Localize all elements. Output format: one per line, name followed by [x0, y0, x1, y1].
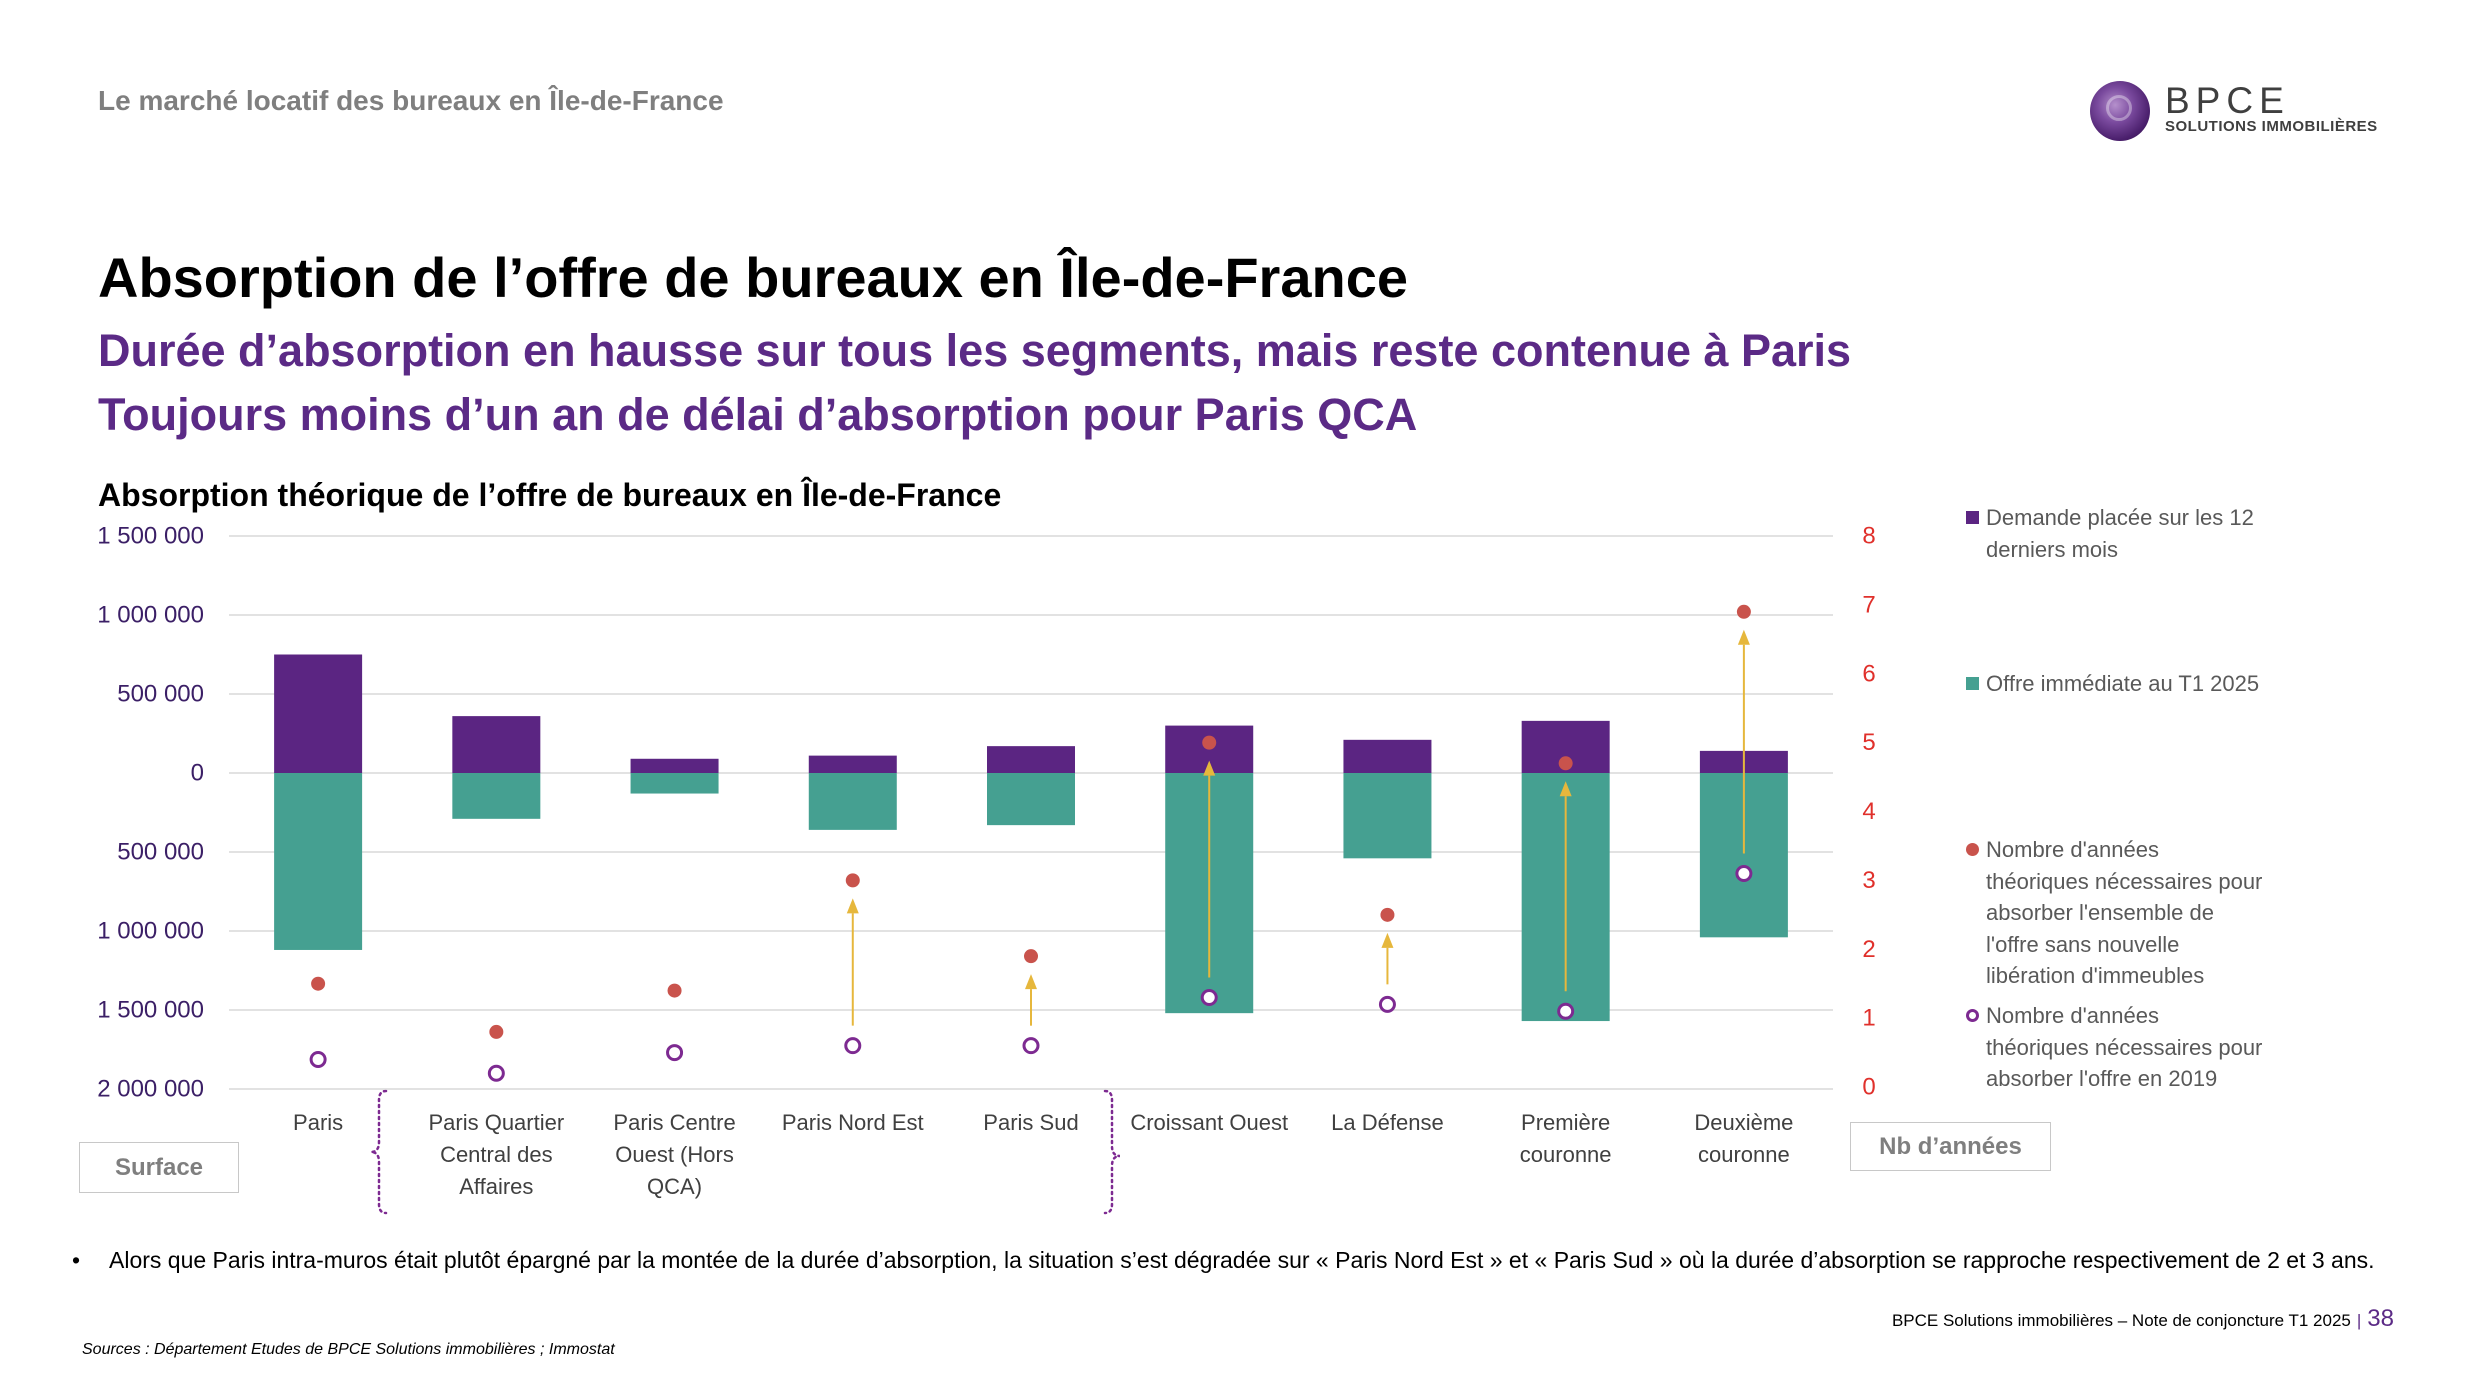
legend-label-years-2019: Nombre d'années théoriques nécessaires p…	[1986, 1003, 2263, 1092]
right-axis-title: Nb d’années	[1850, 1122, 2051, 1171]
page-number: 38	[2367, 1305, 2394, 1332]
point-years-2019	[487, 1064, 505, 1082]
point-years-2019	[1200, 988, 1218, 1006]
legend-swatch-demand	[1966, 511, 1979, 524]
logo-subtitle-text: SOLUTIONS IMMOBILIÈRES	[2165, 118, 2378, 135]
legend-label-demand: Demande placée sur les 12 derniers mois	[1986, 505, 2254, 562]
point-years-now	[1380, 907, 1395, 922]
arrow-head	[846, 898, 859, 914]
page-title: Absorption de l’offre de bureaux en Île-…	[98, 246, 1408, 309]
point-years-now	[311, 976, 326, 991]
right-axis-tick-label: 6	[1862, 660, 1875, 687]
left-axis-tick-label: 500 000	[117, 681, 204, 708]
point-years-now	[667, 983, 682, 998]
bpce-logo-swirl	[2106, 95, 2132, 121]
legend-marker-years-now	[1966, 843, 1979, 856]
footer-separator: |	[2356, 1311, 2362, 1330]
chart-title: Absorption théorique de l’offre de burea…	[98, 477, 1002, 513]
logo-brand-text: BPCE	[2165, 80, 2290, 121]
right-axis: 8 7 6 5 4 3 2 1 0	[1862, 523, 1875, 1101]
x-axis-category-label: La Défense	[1331, 1110, 1444, 1135]
right-axis-tick-label: 5	[1862, 729, 1875, 756]
x-axis-category-label: Deuxième couronne	[1694, 1110, 1794, 1167]
point-years-2019	[1378, 995, 1396, 1013]
arrow-head	[1381, 932, 1394, 948]
bullet-text: Alors que Paris intra-muros était plutôt…	[109, 1247, 2375, 1273]
bars	[274, 654, 1788, 1022]
legend-label-offer: Offre immédiate au T1 2025	[1986, 671, 2260, 696]
bar-offer	[630, 773, 719, 794]
left-axis-tick-label: 1 000 000	[97, 602, 204, 629]
right-axis-tick-label: 0	[1862, 1074, 1875, 1101]
right-axis-tick-label: 4	[1862, 798, 1875, 825]
point-years-2019	[1735, 864, 1753, 882]
left-axis-tick-label: 2 000 000	[97, 1076, 204, 1103]
arrow-head	[1559, 781, 1572, 797]
source-note: Sources : Département Etudes de BPCE Sol…	[82, 1341, 615, 1358]
point-years-now	[489, 1024, 504, 1039]
bar-demand	[630, 758, 719, 773]
x-axis-category-label: Paris Sud	[983, 1110, 1079, 1135]
subtitle-line-2: Toujours moins d’un an de délai d’absorp…	[98, 389, 1418, 440]
bar-demand	[987, 746, 1075, 773]
arrow-head	[1203, 760, 1216, 776]
x-axis-category-label: Paris	[293, 1110, 344, 1135]
right-axis-tick-label: 2	[1862, 936, 1875, 963]
point-years-2019	[1557, 1002, 1575, 1020]
left-axis-title: Surface	[79, 1142, 239, 1193]
paris-group-bracket-right	[1103, 1089, 1121, 1215]
point-years-now	[1736, 604, 1751, 619]
x-axis-category-label: Paris Quartier Central des Affaires	[428, 1110, 565, 1199]
point-years-2019	[666, 1044, 684, 1062]
left-axis-tick-label: 1 000 000	[97, 918, 204, 945]
right-axis-tick-label: 3	[1862, 867, 1875, 894]
point-years-now	[1202, 735, 1217, 750]
left-axis-tick-label: 500 000	[117, 839, 204, 866]
bar-offer	[452, 773, 541, 819]
arrow-head	[1737, 629, 1750, 645]
left-axis-tick-label: 1 500 000	[97, 997, 204, 1024]
legend-swatch-offer	[1966, 677, 1979, 690]
x-axis-category-label: Première couronne	[1519, 1110, 1612, 1167]
points-years-now	[311, 604, 1751, 1039]
bpce-logo-icon	[2090, 81, 2150, 141]
point-years-now	[845, 873, 860, 888]
point-years-now	[1558, 756, 1573, 771]
right-axis-tick-label: 8	[1862, 523, 1875, 550]
right-axis-tick-label: 1	[1862, 1005, 1875, 1032]
bullet-symbol: •	[72, 1247, 81, 1273]
point-years-2019	[844, 1037, 862, 1055]
bar-offer	[1343, 773, 1432, 859]
footer-note: BPCE Solutions immobilières – Note de co…	[1891, 1311, 2351, 1330]
subtitle-line-1: Durée d’absorption en hausse sur tous le…	[98, 325, 1852, 376]
arrows	[846, 629, 1750, 1026]
bar-offer	[808, 773, 897, 830]
point-years-now	[1024, 949, 1038, 964]
x-axis-category-label: Croissant Ouest	[1130, 1110, 1289, 1135]
bar-demand	[452, 716, 541, 773]
point-years-2019	[309, 1050, 327, 1068]
x-axis-category-label: Paris Nord Est	[781, 1110, 924, 1135]
section-title: Le marché locatif des bureaux en Île-de-…	[98, 85, 724, 116]
points-years-2019	[309, 864, 1753, 1082]
bar-demand	[274, 654, 363, 773]
legend-label-years-now: Nombre d'années théoriques nécessaires p…	[1986, 837, 2263, 989]
x-axis-category-label: Paris Centre Ouest (Hors QCA)	[613, 1110, 736, 1199]
left-axis-tick-label: 1 500 000	[97, 523, 204, 550]
right-axis-tick-label: 7	[1862, 591, 1875, 618]
bar-offer	[274, 773, 363, 950]
left-axis-tick-label: 0	[191, 760, 204, 787]
legend-marker-years-2019	[1966, 1009, 1979, 1022]
point-years-2019	[1022, 1037, 1040, 1055]
bar-demand	[1343, 739, 1432, 773]
left-axis: 1 500 000 1 000 000 500 000 0 500 000 1 000 0…	[97, 523, 204, 1103]
bar-offer	[987, 773, 1075, 826]
bar-demand	[808, 755, 897, 773]
arrow-head	[1025, 974, 1037, 990]
paris-group-bracket-left	[370, 1089, 388, 1215]
footer: BPCE Solutions immobilières – Note de co…	[1892, 1305, 2394, 1333]
